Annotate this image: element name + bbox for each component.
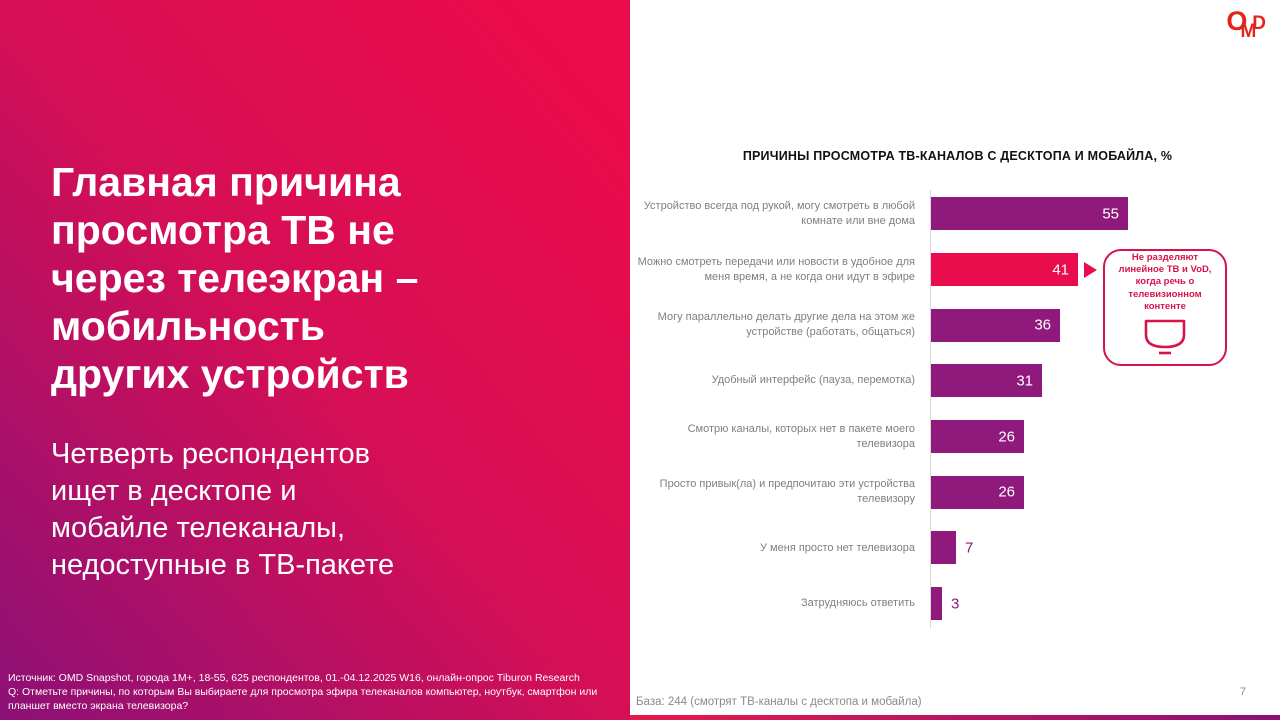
tv-icon <box>1141 318 1189 361</box>
bar-value: 31 <box>1016 372 1033 390</box>
callout-box: Не разделяют линейное ТВ и VoD, когда ре… <box>1103 249 1227 366</box>
chart-row: Удобный интерфейс (пауза, перемотка) 31 <box>630 353 1280 409</box>
slide-subtitle-line: ищет в десктопе и <box>51 475 297 507</box>
omd-logo-letter: D <box>1252 13 1266 34</box>
category-label: Можно смотреть передачи или новости в уд… <box>637 255 915 283</box>
bar-value: 3 <box>951 595 960 613</box>
chart-title: ПРИЧИНЫ ПРОСМОТРА ТВ-КАНАЛОВ С ДЕСКТОПА … <box>742 149 1173 163</box>
bar: 31 <box>931 364 1042 398</box>
category-label: Просто привык(ла) и предпочитаю эти устр… <box>659 478 915 506</box>
category-label: Удобный интерфейс (пауза, перемотка) <box>711 374 915 387</box>
slide-title-line: Главная причина <box>51 159 401 205</box>
bar-track: 26 <box>931 420 1280 454</box>
bar: 36 <box>931 308 1060 342</box>
bar-chart: Устройство всегда под рукой, могу смотре… <box>630 186 1280 632</box>
slide-subtitle-line: Четверть респондентов <box>51 438 371 470</box>
chart-row: Можно смотреть передачи или новости в уд… <box>630 242 1280 298</box>
bar: 7 <box>931 531 973 565</box>
bar-track: 55 <box>931 197 1280 231</box>
chart-row: Смотрю каналы, которых нет в пакете моег… <box>630 409 1280 465</box>
callout-text: Не разделяют линейное ТВ и VoD, когда ре… <box>1118 251 1212 313</box>
bar-value: 36 <box>1034 316 1051 334</box>
bar-track: 7 <box>931 531 1280 565</box>
slide-title-line: через телеэкран – <box>51 255 419 301</box>
bar: 26 <box>931 420 1024 454</box>
category-label: У меня просто нет телевизора <box>760 541 915 554</box>
chart-axis-line <box>930 190 931 628</box>
slide-subtitle-line: недоступные в ТВ-пакете <box>51 549 395 581</box>
callout-arrow-icon <box>1084 261 1097 278</box>
bar-value: 41 <box>1052 261 1069 279</box>
slide-subtitle-line: мобайле телеканалы, <box>51 512 346 544</box>
bar-track: 3 <box>931 587 1280 621</box>
bar-highlighted: 41 <box>931 253 1097 287</box>
bar-value: 26 <box>998 483 1015 501</box>
bottom-gradient-strip <box>630 715 1280 720</box>
chart-row: Затрудняюсь ответить 3 <box>630 576 1280 632</box>
intro-panel: Главная причина просмотра ТВ не через те… <box>0 0 630 720</box>
bar-value: 55 <box>1102 205 1119 223</box>
slide-title-line: просмотра ТВ не <box>51 207 395 253</box>
category-label: Затрудняюсь ответить <box>800 597 915 610</box>
source-text: Источник: OMD Snapshot, города 1М+, 18-5… <box>8 672 580 685</box>
chart-row: Могу параллельно делать другие дела на э… <box>630 297 1280 353</box>
bar-track: 31 <box>931 364 1280 398</box>
slide-title: Главная причина просмотра ТВ не через те… <box>51 158 571 398</box>
bar: 26 <box>931 475 1024 509</box>
omd-logo-letter: O <box>1226 6 1248 36</box>
bar-value: 26 <box>998 428 1015 446</box>
omd-logo: OMD <box>1226 6 1266 42</box>
omd-logo-letter: M <box>1240 21 1257 42</box>
category-label: Устройство всегда под рукой, могу смотре… <box>643 200 915 227</box>
bar: 3 <box>931 587 959 621</box>
chart-row: У меня просто нет телевизора 7 <box>630 520 1280 576</box>
bar-value: 7 <box>965 539 974 557</box>
category-label: Могу параллельно делать другие дела на э… <box>657 311 915 339</box>
source-footnote: Источник: OMD Snapshot, города 1М+, 18-5… <box>8 672 628 714</box>
bar: 55 <box>931 197 1128 231</box>
bar-track: 26 <box>931 475 1280 509</box>
question-text: Q: Отметьте причины, по которым Вы выбир… <box>8 686 598 713</box>
chart-row: Устройство всегда под рукой, могу смотре… <box>630 186 1280 242</box>
category-label: Смотрю каналы, которых нет в пакете моег… <box>687 422 915 450</box>
page-number: 7 <box>1239 686 1246 698</box>
base-note: База: 244 (смотрят ТВ-каналы с десктопа … <box>636 696 922 708</box>
slide-title-line: мобильность <box>51 303 325 349</box>
slide-subtitle: Четверть респондентов ищет в десктопе и … <box>51 436 551 584</box>
chart-panel: OMD ПРИЧИНЫ ПРОСМОТРА ТВ-КАНАЛОВ С ДЕСКТ… <box>630 0 1280 720</box>
bar-track: 36 <box>931 308 1280 342</box>
slide-title-line: других устройств <box>51 351 409 397</box>
chart-row: Просто привык(ла) и предпочитаю эти устр… <box>630 464 1280 520</box>
bar-track: 41 <box>931 253 1280 287</box>
